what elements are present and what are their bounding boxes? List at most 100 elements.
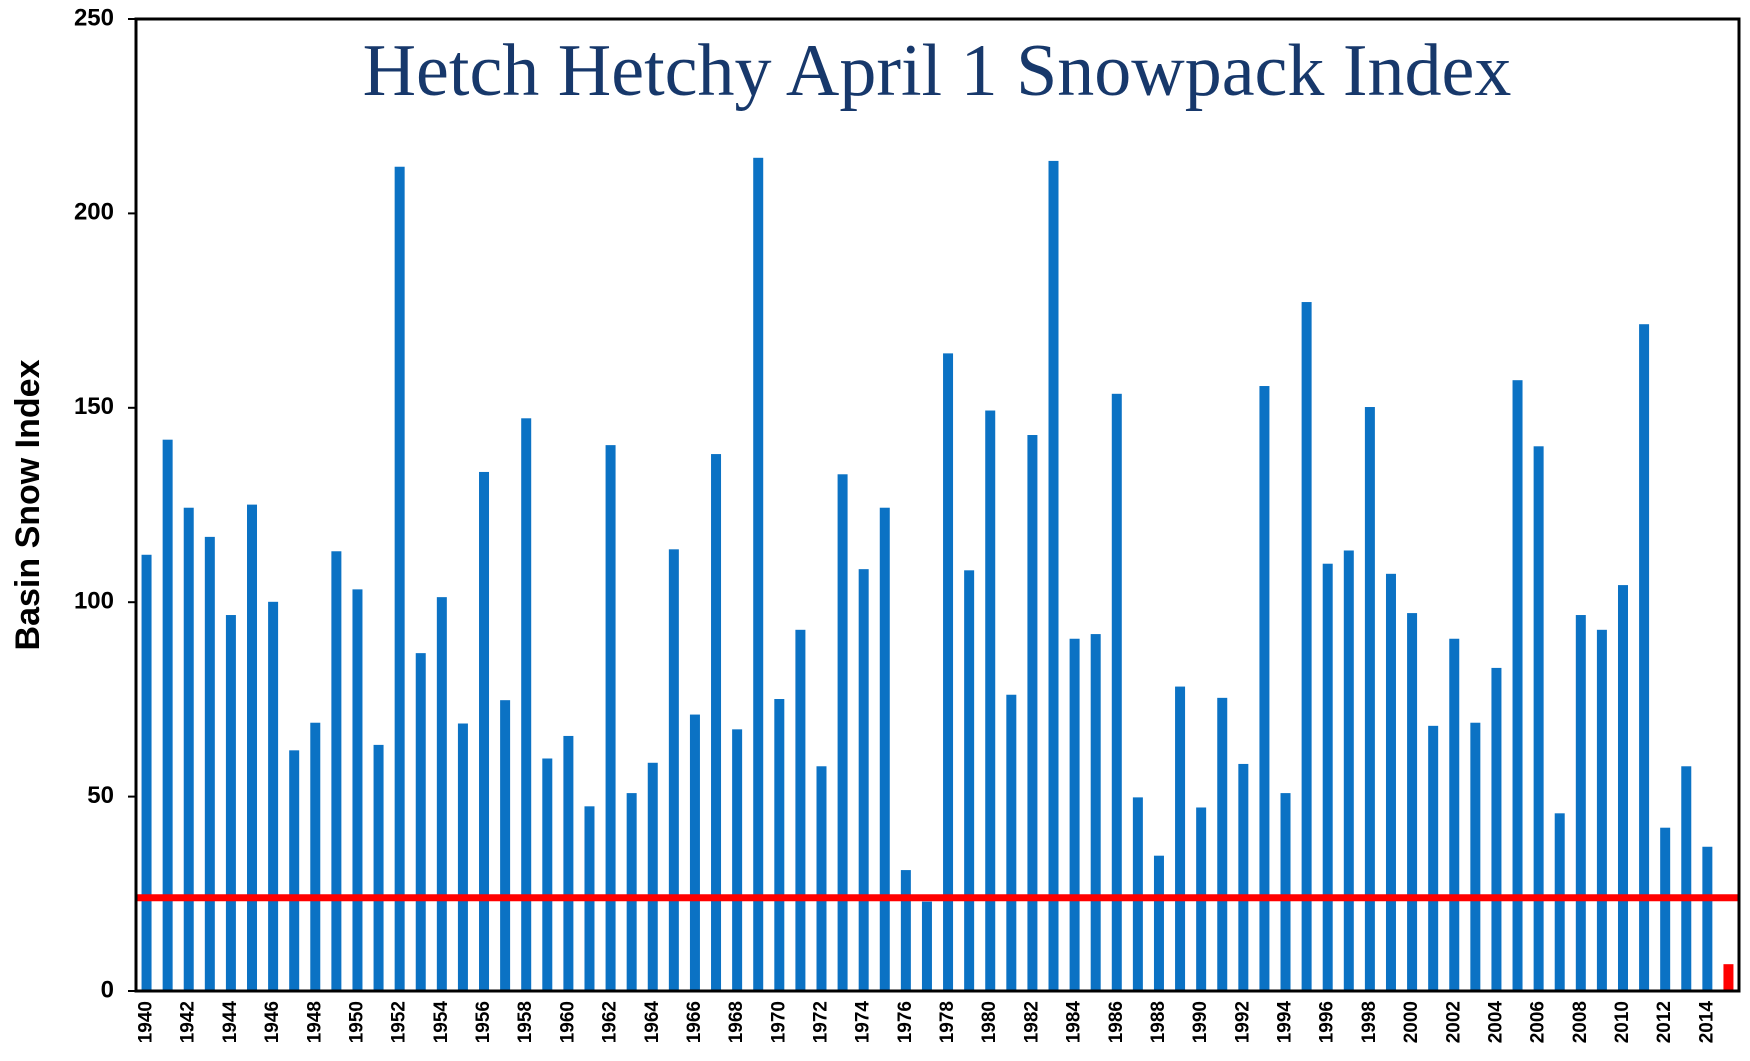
y-tick-label: 200 [74,199,114,226]
x-tick-label: 2008 [1570,1001,1591,1043]
bar [921,901,932,991]
bar [626,793,637,991]
x-tick-label: 1954 [431,1001,452,1044]
y-tick-label: 150 [74,393,114,420]
bar [1238,763,1249,991]
bar [479,471,490,991]
y-tick-label: 0 [101,976,114,1003]
x-tick-label: 1976 [895,1001,916,1043]
bar [858,569,869,991]
bar [268,601,279,991]
bar [1639,324,1650,991]
x-tick-label: 1964 [642,1001,663,1044]
x-tick-label: 1948 [304,1001,325,1043]
bar [1153,855,1164,991]
x-tick-label: 1998 [1359,1001,1380,1043]
x-tick-label: 1978 [937,1001,958,1043]
bar [1364,407,1375,991]
bar [289,750,300,991]
bar [964,570,975,991]
y-tick-label: 100 [74,588,114,615]
x-tick-label: 1940 [136,1001,157,1043]
x-tick-label: 1966 [684,1001,705,1043]
x-tick-label: 1960 [557,1001,578,1043]
x-tick-label: 2010 [1612,1001,1633,1043]
bar [415,653,426,991]
bar [985,410,996,991]
bar [795,629,806,991]
bar [1533,446,1544,991]
x-tick-label: 1988 [1148,1001,1169,1043]
x-tick-label: 1944 [220,1001,241,1044]
bar [668,549,679,991]
bar [879,507,890,991]
bar [1702,846,1713,991]
bar [1723,964,1734,991]
x-tick-label: 1986 [1106,1001,1127,1043]
bar [1175,686,1186,991]
bar [521,418,532,991]
bar [1681,766,1692,991]
bar [162,439,173,991]
x-tick-label: 2014 [1696,1001,1717,1044]
x-tick-label: 1946 [262,1001,283,1043]
bar [542,758,553,991]
x-tick-label: 1956 [473,1001,494,1043]
x-tick-label: 2006 [1528,1001,1549,1043]
x-tick-label: 1970 [768,1001,789,1043]
x-tick-label: 1942 [178,1001,199,1043]
x-tick-label: 2000 [1401,1001,1422,1043]
bar [1491,667,1502,991]
bar [247,504,258,991]
bar [1617,585,1628,991]
bar [1385,573,1396,991]
bar [310,722,321,991]
x-tick-label: 1990 [1190,1001,1211,1043]
bar [1343,550,1354,991]
bar [500,700,511,991]
x-tick-label: 1972 [811,1001,832,1043]
bar [394,166,405,991]
bar [1048,160,1059,992]
bar [436,597,447,991]
bar [711,454,722,991]
x-tick-label: 1952 [389,1001,410,1043]
bar [1470,722,1481,991]
bar [1069,638,1080,991]
x-tick-label: 2002 [1443,1001,1464,1043]
bar [689,714,700,991]
y-tick-label: 250 [74,4,114,31]
bar [605,445,616,992]
bar [1407,613,1418,991]
bar [816,766,827,991]
bar [457,723,468,991]
bar [1554,813,1565,991]
bar [1111,393,1122,991]
bar [1217,697,1228,991]
x-tick-label: 1974 [853,1001,874,1044]
bar [352,589,363,991]
x-tick-label: 1996 [1317,1001,1338,1043]
bar [1512,380,1523,991]
y-tick-label: 50 [87,782,114,809]
bar [183,507,194,991]
x-tick-label: 1980 [979,1001,1000,1043]
bar [1575,615,1586,991]
x-tick-label: 1984 [1064,1001,1085,1044]
x-tick-label: 1962 [600,1001,621,1043]
bar [1280,793,1291,991]
bar [1322,563,1333,991]
bar [1090,634,1101,991]
bar [141,554,152,991]
bar [331,551,342,991]
x-tick-label: 2004 [1485,1001,1506,1044]
chart-title: Hetch Hetchy April 1 Snowpack Index [363,30,1512,112]
bar [774,699,785,991]
bar [225,615,236,991]
bar [1660,827,1671,991]
bar [1006,694,1017,991]
bar [837,474,848,991]
x-tick-label: 1982 [1021,1001,1042,1043]
